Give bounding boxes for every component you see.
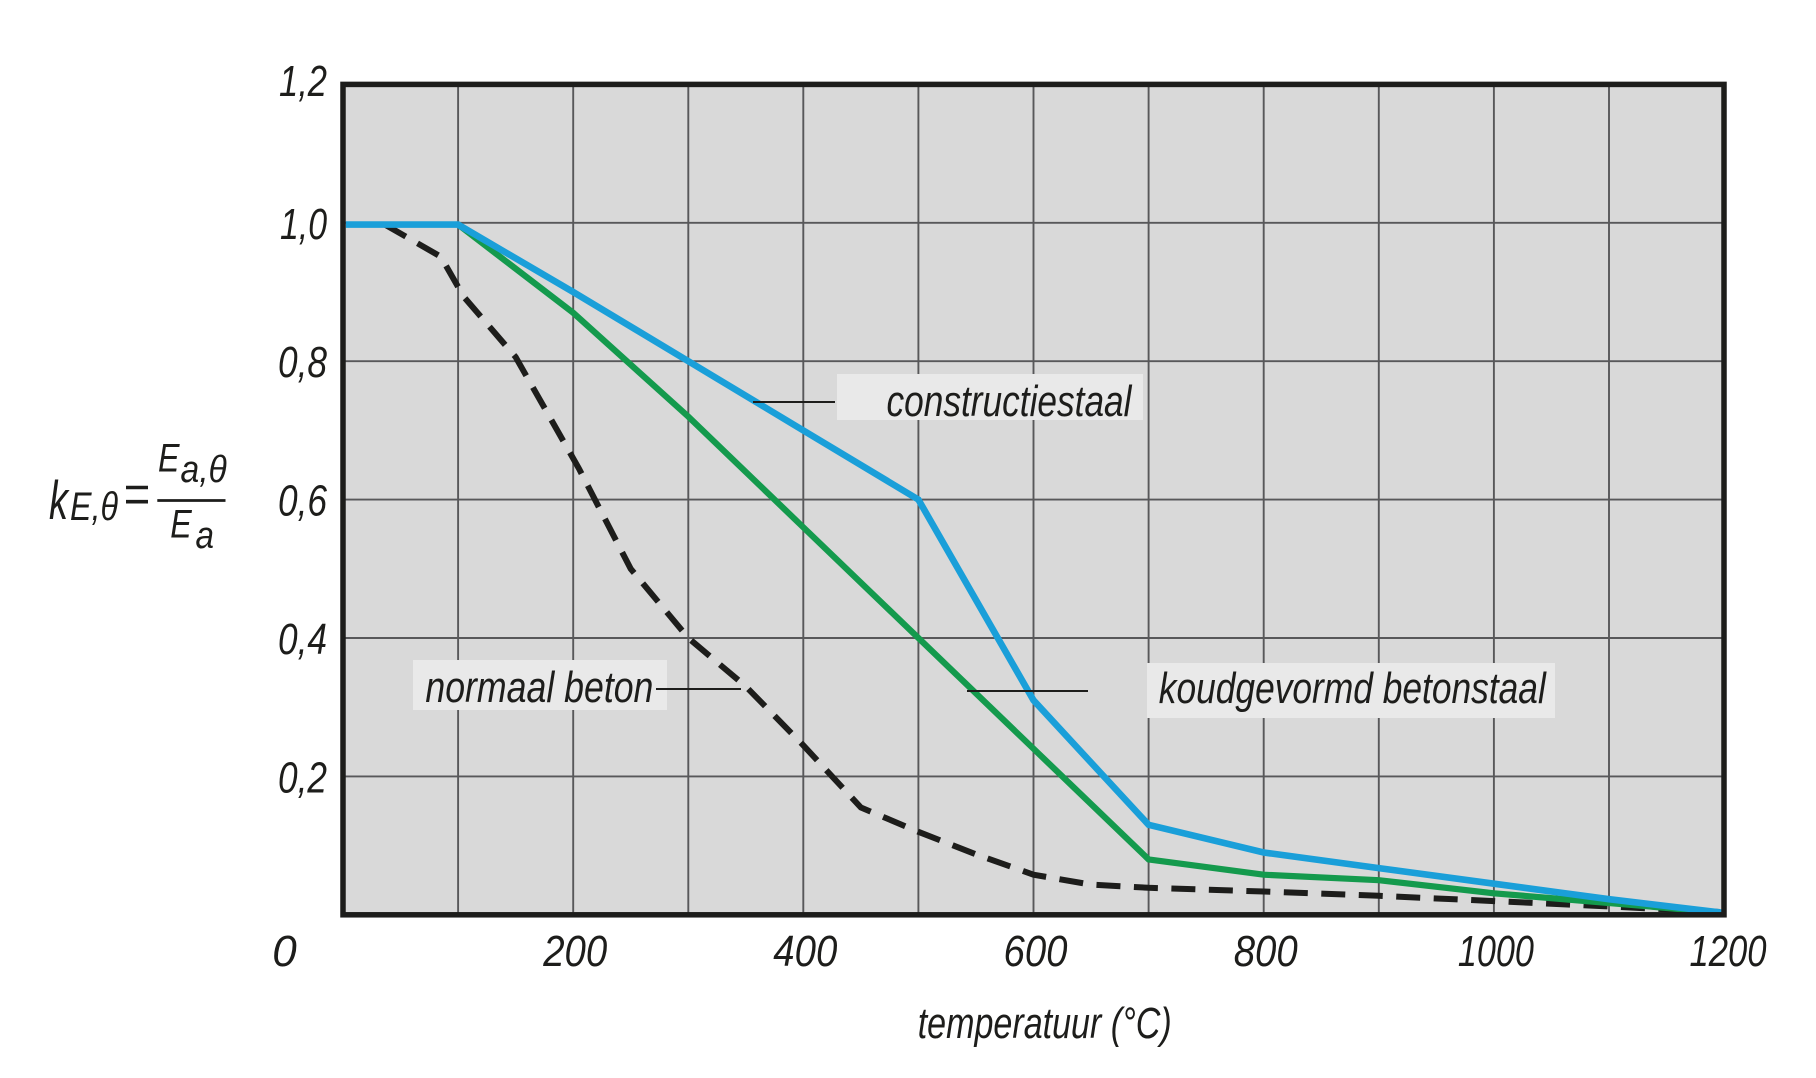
svg-text:constructiestaal: constructiestaal [887, 377, 1133, 426]
svg-text:k: k [49, 469, 70, 531]
svg-text:0,2: 0,2 [278, 753, 327, 802]
svg-text:0: 0 [272, 927, 297, 976]
svg-text:1200: 1200 [1690, 927, 1767, 976]
svg-text:temperatuur (°C): temperatuur (°C) [918, 999, 1172, 1048]
svg-text:1,0: 1,0 [280, 200, 327, 249]
svg-text:a,θ: a,θ [181, 449, 228, 491]
svg-text:E,θ: E,θ [70, 485, 118, 529]
svg-text:normaal beton: normaal beton [425, 663, 653, 712]
svg-text:1,2: 1,2 [279, 57, 327, 106]
svg-text:E: E [158, 436, 181, 480]
svg-text:600: 600 [1004, 927, 1068, 976]
svg-text:0,4: 0,4 [278, 615, 327, 664]
svg-text:koudgevormd betonstaal: koudgevormd betonstaal [1159, 664, 1547, 713]
svg-text:200: 200 [542, 927, 607, 976]
svg-text:a: a [196, 515, 215, 557]
svg-text:1000: 1000 [1458, 927, 1534, 976]
svg-text:E: E [170, 502, 193, 546]
svg-text:400: 400 [773, 927, 837, 976]
svg-text:800: 800 [1234, 927, 1298, 976]
svg-text:0,8: 0,8 [278, 338, 327, 387]
svg-text:0,6: 0,6 [278, 477, 327, 526]
